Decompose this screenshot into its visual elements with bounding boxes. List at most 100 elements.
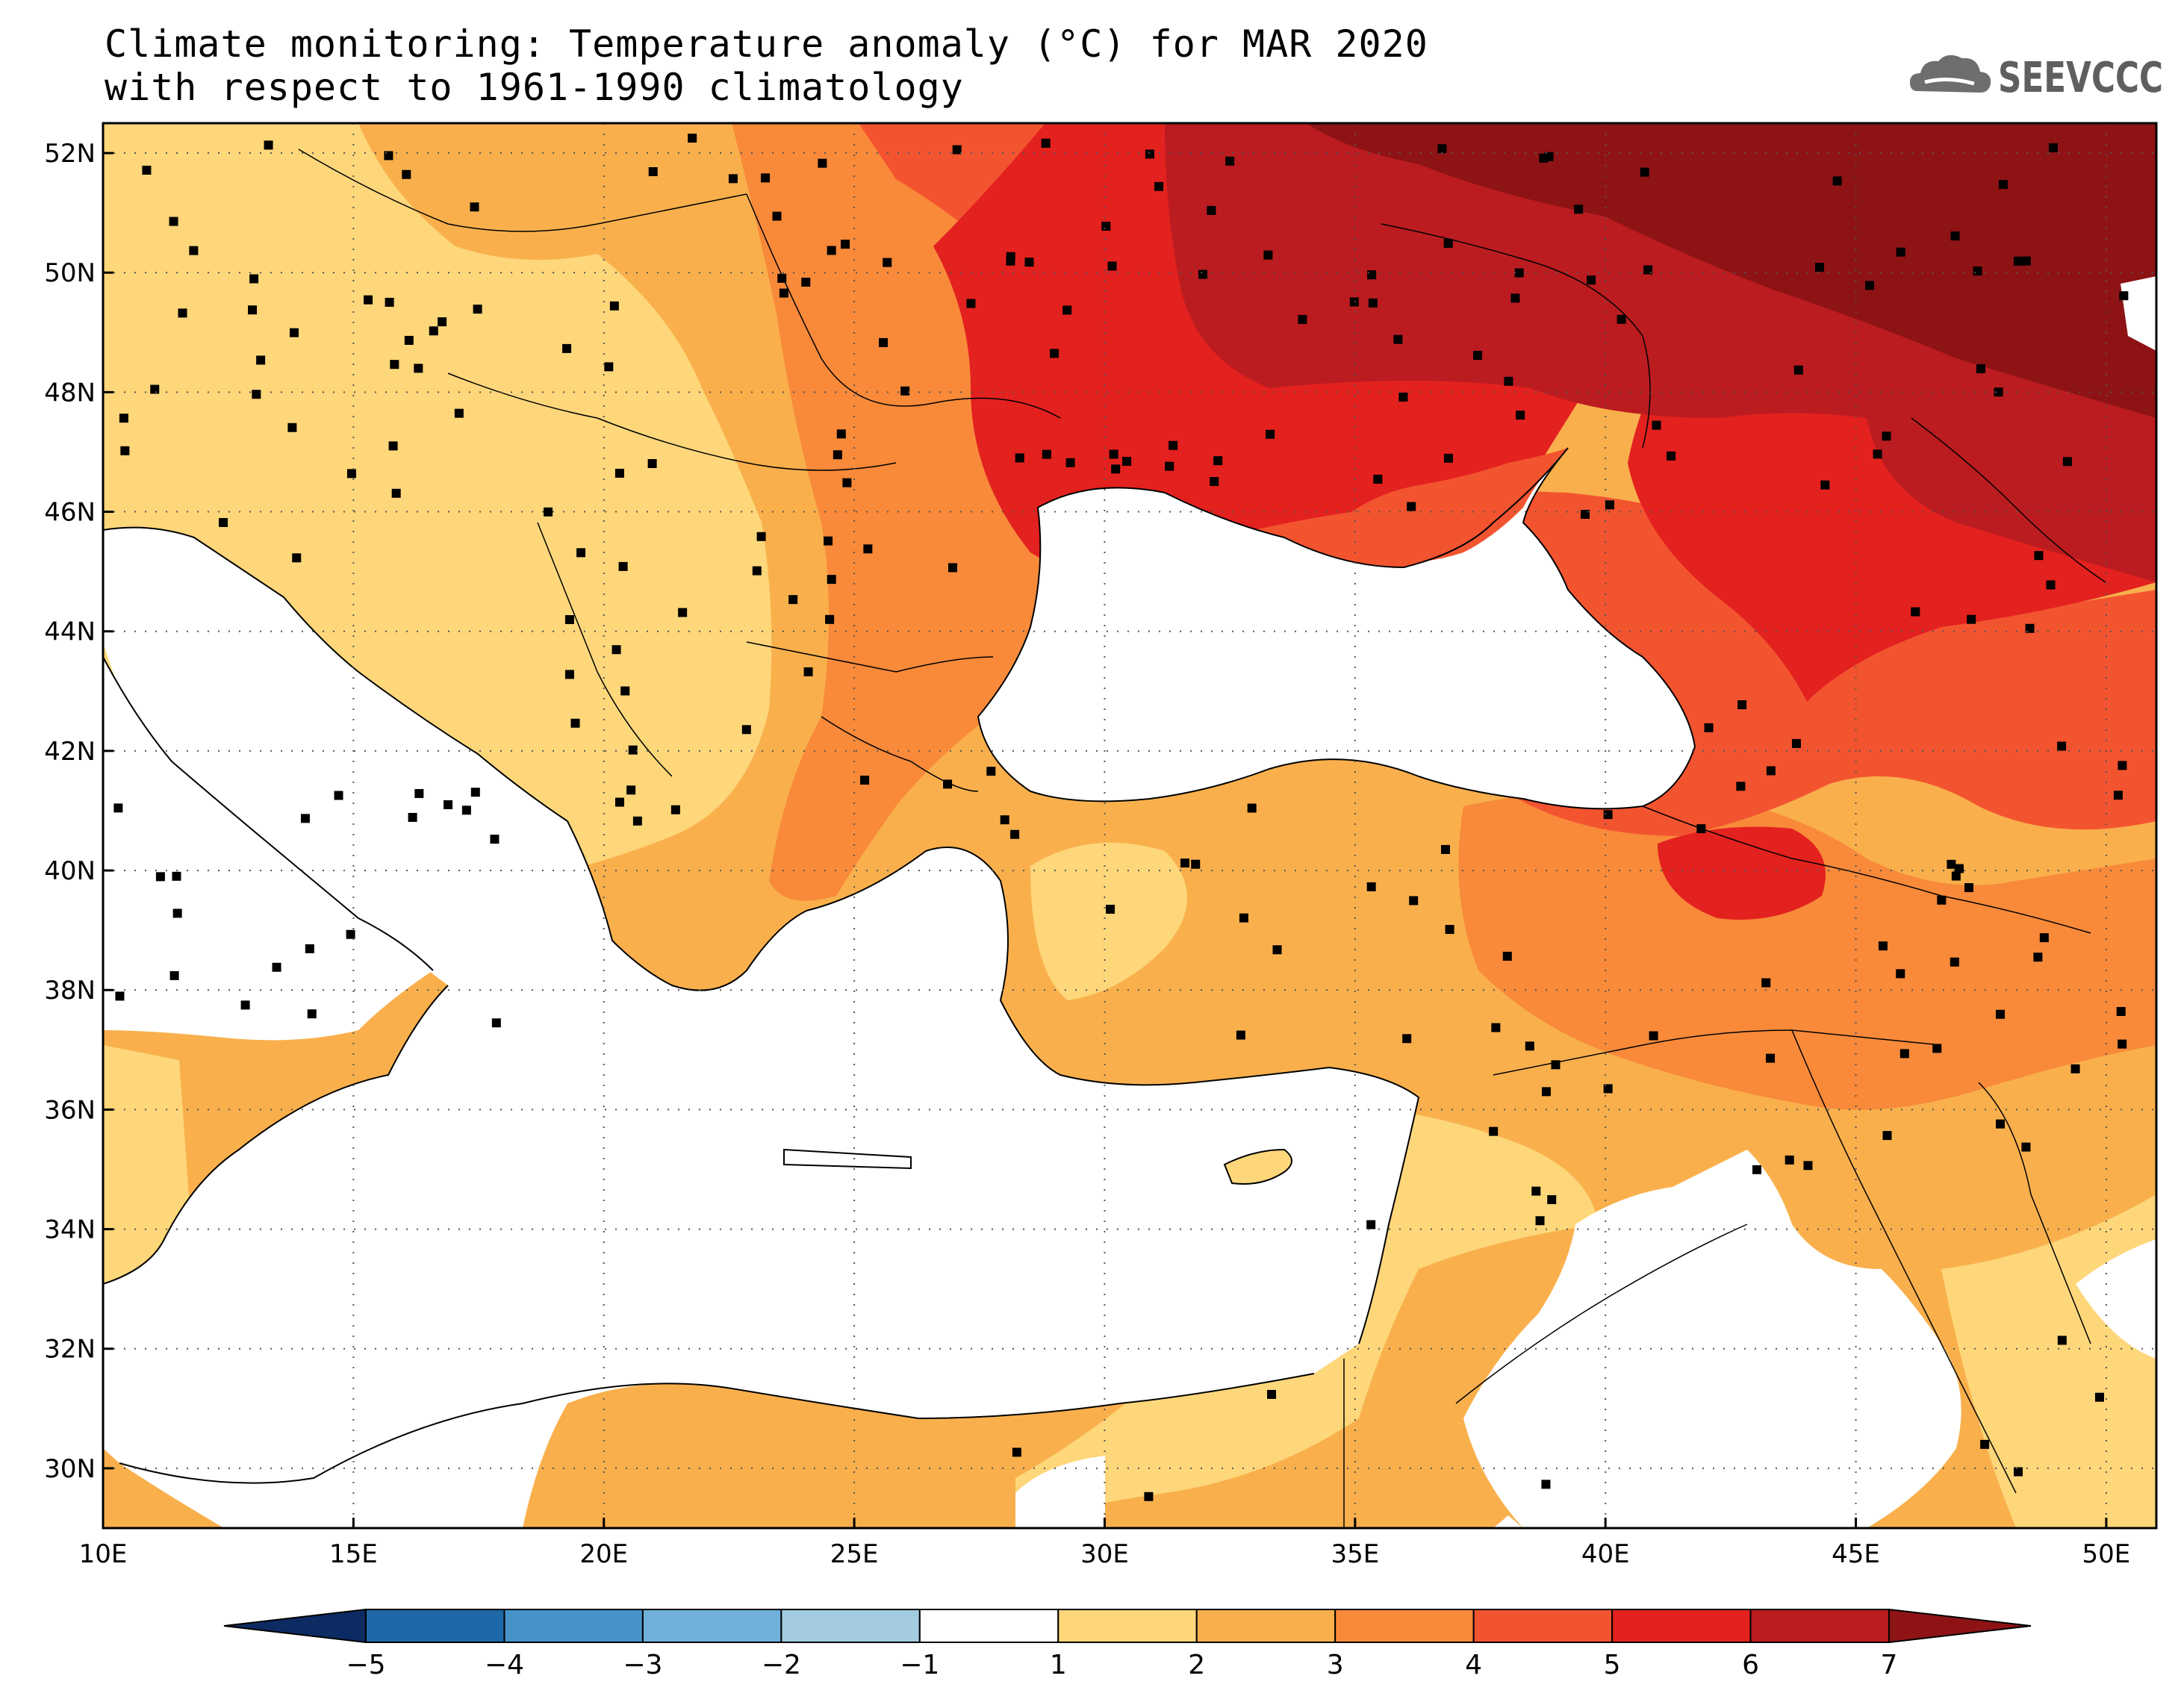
- station-marker: [818, 158, 827, 168]
- station-marker: [272, 962, 281, 972]
- station-marker: [612, 645, 621, 655]
- lat-tick-label: 50N: [44, 258, 96, 288]
- station-marker: [1210, 477, 1219, 487]
- station-marker: [1349, 297, 1359, 307]
- colorbar-segment: [1195, 1609, 1337, 1643]
- station-marker: [438, 317, 447, 327]
- station-marker: [883, 258, 892, 267]
- station-marker: [1062, 305, 1072, 315]
- station-marker: [473, 305, 482, 314]
- station-marker: [1502, 951, 1512, 961]
- seevccc-logo: SEEVCCC: [1998, 54, 2164, 102]
- colorbar-segment: [1749, 1609, 1890, 1643]
- station-marker: [1006, 252, 1015, 261]
- station-marker: [219, 517, 228, 527]
- lon-tick-label: 35E: [1331, 1539, 1379, 1569]
- colorbar-segment: [503, 1609, 644, 1643]
- station-marker: [1791, 738, 1801, 748]
- station-marker: [1785, 1155, 1794, 1165]
- station-marker: [1766, 1053, 1776, 1063]
- station-marker: [1996, 1119, 2006, 1129]
- station-marker: [1489, 1126, 1499, 1136]
- cloud-icon: [1910, 54, 1991, 93]
- station-marker: [648, 166, 658, 176]
- station-marker: [688, 134, 697, 143]
- station-marker: [172, 871, 181, 881]
- station-marker: [761, 173, 771, 183]
- station-marker: [1950, 231, 1960, 241]
- colorbar-label: 1: [1050, 1650, 1067, 1680]
- lat-tick-label: 40N: [44, 856, 96, 886]
- lat-tick-label: 44N: [44, 617, 96, 647]
- station-marker: [1225, 156, 1235, 166]
- station-marker: [1896, 247, 1905, 257]
- station-marker: [1793, 365, 1803, 375]
- station-marker: [490, 835, 500, 844]
- station-marker: [1012, 1447, 1021, 1457]
- station-marker: [752, 566, 762, 576]
- station-marker: [1107, 261, 1117, 271]
- station-marker: [2014, 1467, 2023, 1477]
- station-marker: [150, 384, 160, 394]
- station-marker: [1444, 453, 1454, 463]
- station-marker: [1603, 1084, 1613, 1094]
- sea-mask: [103, 276, 2156, 1528]
- station-marker: [1065, 458, 1075, 467]
- station-marker: [402, 169, 411, 179]
- lon-tick-label: 40E: [1581, 1539, 1630, 1569]
- station-marker: [2014, 256, 2023, 266]
- station-marker: [1603, 810, 1613, 820]
- station-marker: [986, 767, 996, 776]
- station-marker: [1980, 1439, 1990, 1449]
- station-marker: [169, 216, 178, 226]
- station-marker: [564, 670, 574, 679]
- station-marker: [364, 295, 373, 305]
- station-marker: [1865, 281, 1875, 290]
- station-marker: [1539, 153, 1549, 163]
- station-marker: [1154, 181, 1164, 191]
- station-marker: [1042, 449, 1051, 459]
- station-marker: [1473, 350, 1483, 360]
- station-marker: [305, 944, 314, 953]
- station-marker: [404, 335, 414, 345]
- station-marker: [1409, 896, 1419, 906]
- station-marker: [777, 273, 787, 283]
- map-title-line-1: Climate monitoring: Temperature anomaly …: [105, 22, 1428, 66]
- station-marker: [2062, 457, 2072, 467]
- colorbar-segment: [918, 1609, 1060, 1643]
- station-marker: [1111, 464, 1121, 474]
- station-marker: [391, 488, 401, 498]
- map-frame: [102, 122, 2158, 1530]
- colorbar-arrow-left: [223, 1608, 367, 1644]
- station-marker: [2057, 1335, 2067, 1345]
- station-marker: [2021, 256, 2031, 266]
- lat-tick-label: 42N: [44, 737, 96, 767]
- colorbar-segment: [641, 1609, 782, 1643]
- station-marker: [728, 174, 738, 184]
- lon-tick-label: 50E: [2082, 1539, 2131, 1569]
- station-marker: [2034, 551, 2044, 561]
- station-marker: [1873, 449, 1882, 459]
- station-marker: [1015, 453, 1024, 463]
- lat-tick-label: 48N: [44, 378, 96, 408]
- anomaly-field: [103, 123, 2156, 1528]
- station-marker: [1267, 1389, 1277, 1399]
- station-marker: [1263, 250, 1273, 260]
- map-title-line-2: with respect to 1961-1990 climatology: [105, 66, 964, 109]
- station-marker: [248, 305, 258, 315]
- station-marker: [454, 408, 464, 418]
- station-marker: [1994, 387, 2003, 397]
- station-marker: [1704, 723, 1714, 732]
- station-marker: [863, 544, 873, 554]
- station-marker: [1145, 149, 1154, 159]
- station-marker: [1815, 263, 1825, 272]
- station-marker: [178, 308, 187, 318]
- station-marker: [1445, 925, 1454, 935]
- station-marker: [544, 507, 553, 517]
- station-marker: [470, 202, 479, 212]
- colorbar-label: 6: [1742, 1650, 1759, 1680]
- station-marker: [1491, 1023, 1501, 1032]
- lat-tick-label: 30N: [44, 1454, 96, 1484]
- station-marker: [346, 929, 355, 939]
- station-marker: [900, 386, 910, 396]
